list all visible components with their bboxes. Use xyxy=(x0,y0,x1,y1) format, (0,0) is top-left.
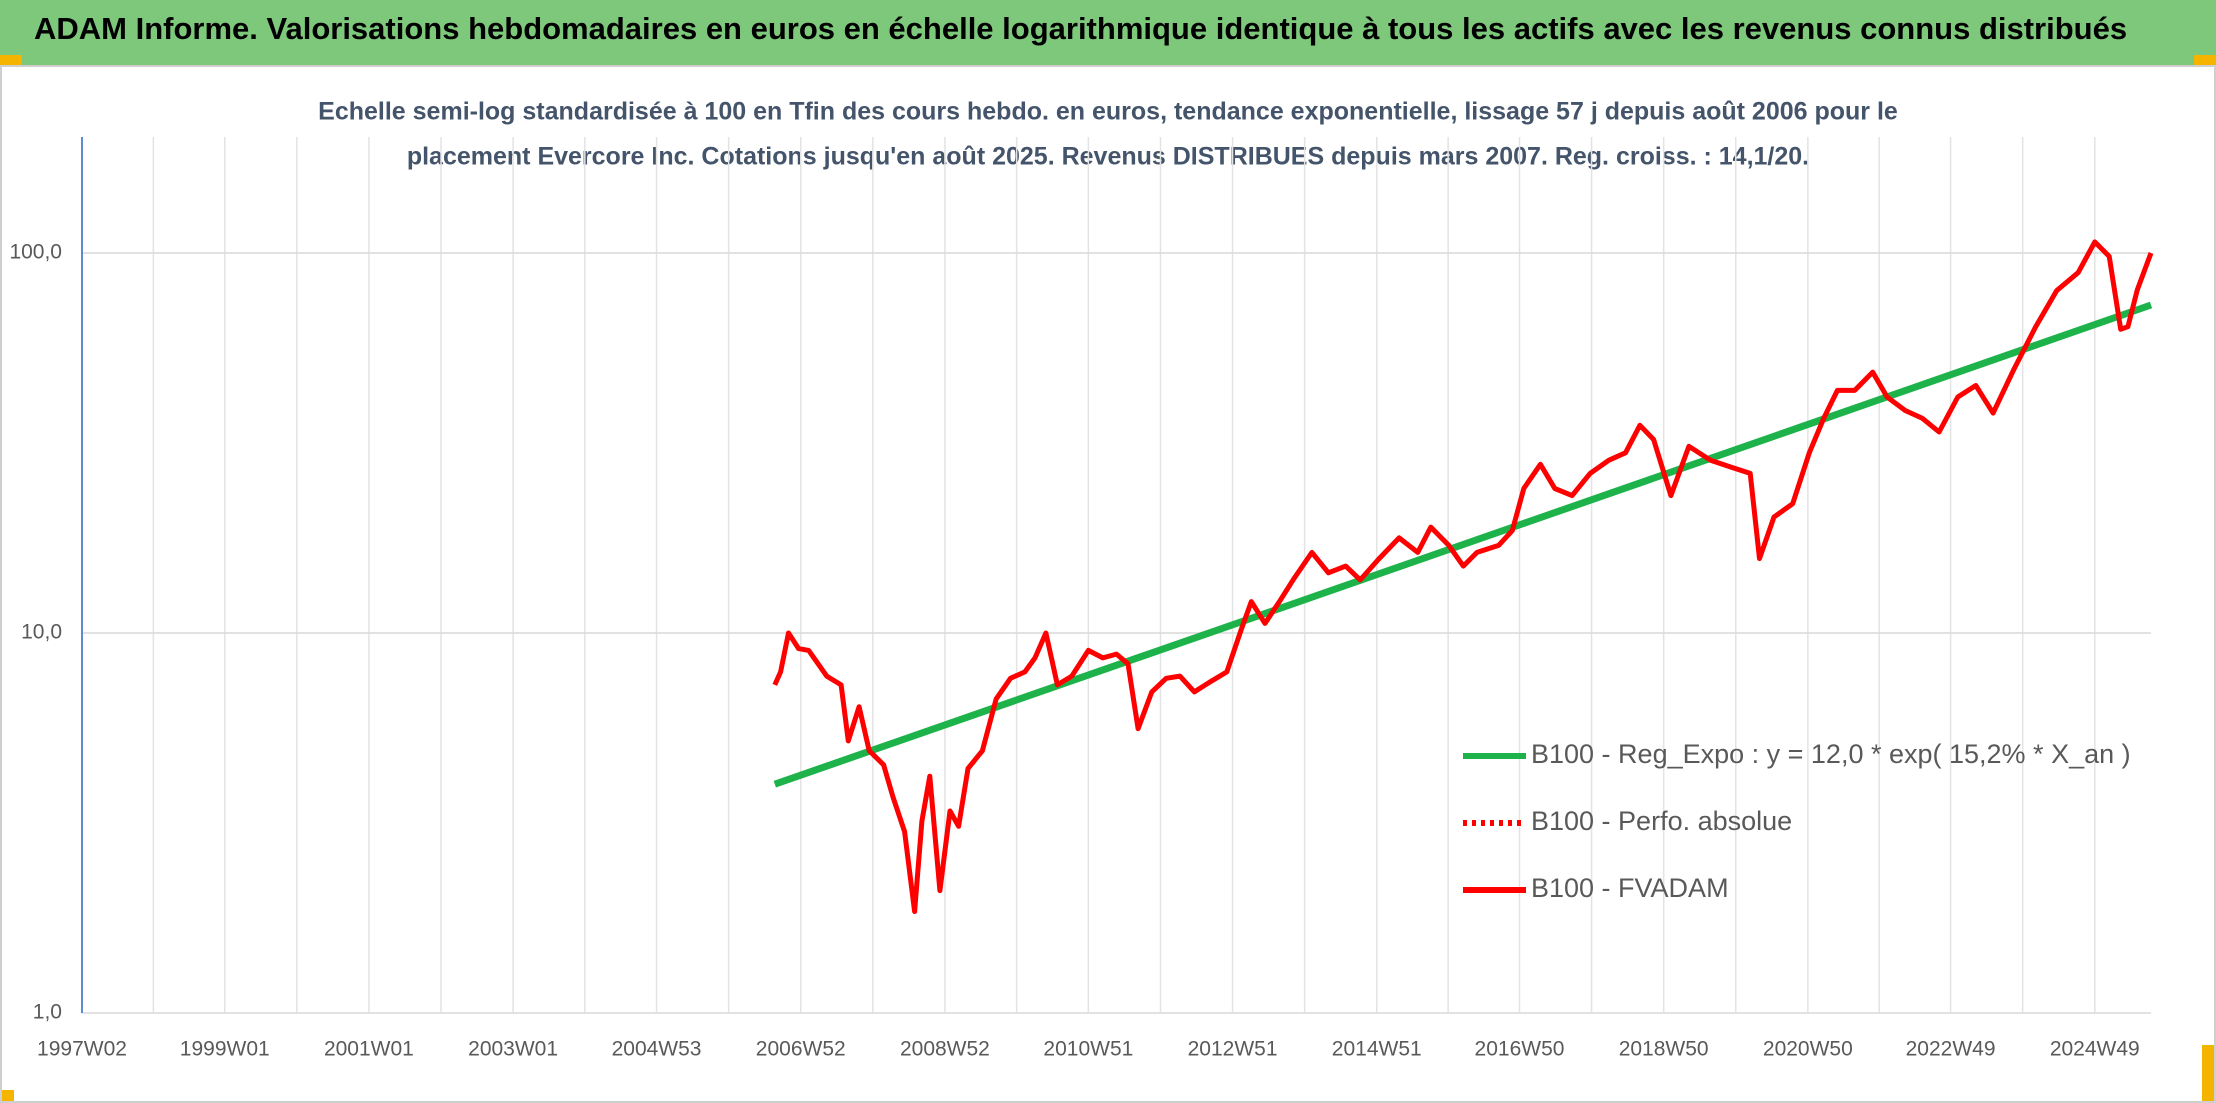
legend-label: B100 - Reg_Expo : y = 12,0 * exp( 15,2% … xyxy=(1531,739,2131,769)
legend-label: B100 - Perfo. absolue xyxy=(1531,806,1792,836)
x-tick-label: 2012W51 xyxy=(1188,1038,1278,1061)
subtitle: placement Evercore Inc. Cotations jusqu'… xyxy=(407,143,1809,171)
corner xyxy=(0,1090,14,1103)
x-tick-label: 2016W50 xyxy=(1475,1038,1565,1061)
x-tick-label: 2014W51 xyxy=(1332,1038,1422,1061)
series-line xyxy=(772,239,2154,914)
corner xyxy=(2202,1045,2216,1103)
corner xyxy=(0,55,22,67)
x-tick-label: 1999W01 xyxy=(180,1038,270,1061)
y-tick-label: 100,0 xyxy=(9,241,62,264)
y-tick-label: 10,0 xyxy=(21,621,62,644)
header-bar xyxy=(0,0,2216,65)
subtitle: Echelle semi-log standardisée à 100 en T… xyxy=(318,98,1898,126)
corner xyxy=(2194,55,2216,67)
chart-title: ADAM Informe. Valorisations hebdomadaire… xyxy=(34,11,2127,46)
x-tick-label: 2024W49 xyxy=(2050,1038,2140,1061)
x-tick-label: 2020W50 xyxy=(1763,1038,1853,1061)
x-tick-label: 2010W51 xyxy=(1043,1038,1133,1061)
y-tick-label: 1,0 xyxy=(33,1001,62,1024)
x-tick-label: 1997W02 xyxy=(37,1038,127,1061)
x-tick-label: 2006W52 xyxy=(756,1038,846,1061)
series-line xyxy=(773,301,2153,788)
x-tick-label: 2018W50 xyxy=(1619,1038,1709,1061)
x-tick-label: 2001W01 xyxy=(324,1038,414,1061)
x-tick-label: 2003W01 xyxy=(468,1038,558,1061)
x-tick-label: 2004W53 xyxy=(612,1038,702,1061)
x-tick-label: 2022W49 xyxy=(1906,1038,1996,1061)
x-tick-label: 2008W52 xyxy=(900,1038,990,1061)
frame xyxy=(0,65,2216,1103)
legend-label: B100 - FVADAM xyxy=(1531,873,1729,903)
